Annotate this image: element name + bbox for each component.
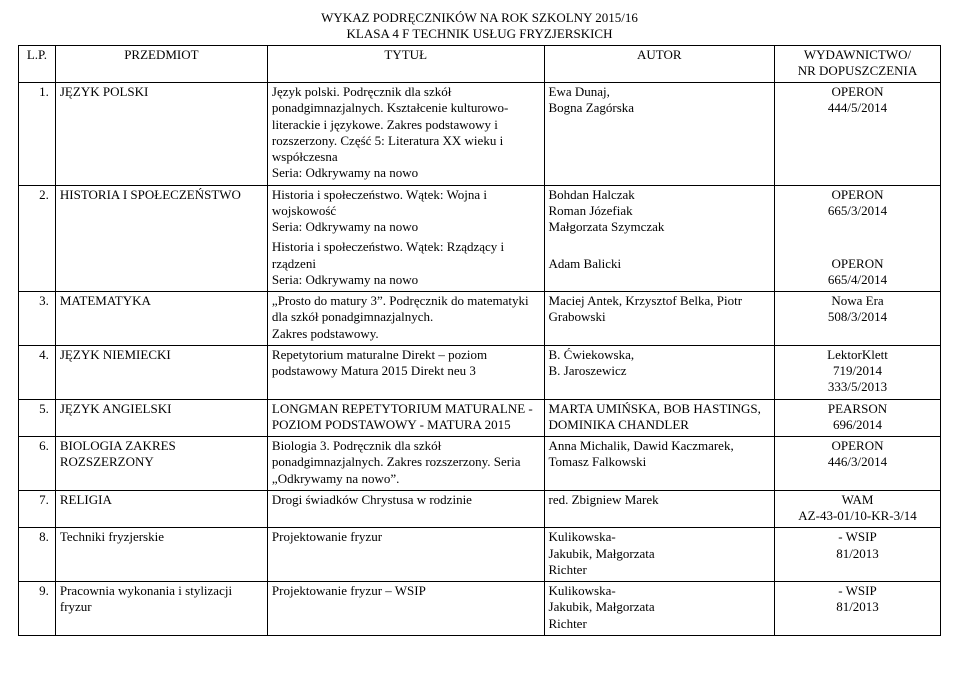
cell-author: MARTA UMIŃSKA, BOB HASTINGS, DOMINIKA CH…	[544, 399, 775, 437]
table-header-row: L.P. PRZEDMIOT TYTUŁ AUTOR WYDAWNICTWO/N…	[19, 45, 941, 83]
cell-subject: BIOLOGIA ZAKRES ROZSZERZONY	[55, 437, 267, 491]
cell-subject: Pracownia wykonania i stylizacji fryzur	[55, 582, 267, 636]
cell-publisher: OPERON665/3/2014	[775, 185, 941, 238]
table-row: Historia i społeczeństwo. Wątek: Rządząc…	[19, 238, 941, 291]
table-row: 6. BIOLOGIA ZAKRES ROZSZERZONY Biologia …	[19, 437, 941, 491]
cell-author: Kulikowska-Jakubik, MałgorzataRichter	[544, 582, 775, 636]
col-author: AUTOR	[544, 45, 775, 83]
cell-publisher: - WSIP81/2013	[775, 528, 941, 582]
cell-lp: 2.	[19, 185, 56, 238]
table-row: 1. JĘZYK POLSKI Język polski. Podręcznik…	[19, 83, 941, 186]
cell-subject: RELIGIA	[55, 490, 267, 528]
cell-author: Anna Michalik, Dawid Kaczmarek, Tomasz F…	[544, 437, 775, 491]
cell-lp: 6.	[19, 437, 56, 491]
cell-author: red. Zbigniew Marek	[544, 490, 775, 528]
cell-publisher: WAMAZ-43-01/10-KR-3/14	[775, 490, 941, 528]
table-row: 7. RELIGIA Drogi świadków Chrystusa w ro…	[19, 490, 941, 528]
cell-title: Repetytorium maturalne Direkt – poziom p…	[267, 345, 544, 399]
cell-lp: 8.	[19, 528, 56, 582]
cell-publisher: OPERON444/5/2014	[775, 83, 941, 186]
cell-title: Historia i społeczeństwo. Wątek: Rządząc…	[267, 238, 544, 291]
cell-publisher: - WSIP81/2013	[775, 582, 941, 636]
cell-publisher: OPERON446/3/2014	[775, 437, 941, 491]
table-row: 3. MATEMATYKA „Prosto do matury 3”. Podr…	[19, 292, 941, 346]
page-title-line-2: KLASA 4 F TECHNIK USŁUG FRYZJERSKICH	[18, 26, 941, 42]
cell-subject: HISTORIA I SPOŁECZEŃSTWO	[55, 185, 267, 238]
table-row: 4. JĘZYK NIEMIECKI Repetytorium maturaln…	[19, 345, 941, 399]
table-body: 1. JĘZYK POLSKI Język polski. Podręcznik…	[19, 83, 941, 636]
table-row: 9. Pracownia wykonania i stylizacji fryz…	[19, 582, 941, 636]
cell-publisher: LektorKlett719/2014333/5/2013	[775, 345, 941, 399]
textbook-table: L.P. PRZEDMIOT TYTUŁ AUTOR WYDAWNICTWO/N…	[18, 45, 941, 636]
cell-publisher: Nowa Era508/3/2014	[775, 292, 941, 346]
cell-title: Projektowanie fryzur	[267, 528, 544, 582]
cell-subject: Techniki fryzjerskie	[55, 528, 267, 582]
col-publisher: WYDAWNICTWO/NR DOPUSZCZENIA	[775, 45, 941, 83]
cell-author: Ewa Dunaj,Bogna Zagórska	[544, 83, 775, 186]
cell-lp: 7.	[19, 490, 56, 528]
cell-lp: 9.	[19, 582, 56, 636]
cell-subject: JĘZYK POLSKI	[55, 83, 267, 186]
cell-author: Maciej Antek, Krzysztof Belka, Piotr Gra…	[544, 292, 775, 346]
cell-publisher: OPERON665/4/2014	[775, 238, 941, 291]
table-row: 8. Techniki fryzjerskie Projektowanie fr…	[19, 528, 941, 582]
cell-subject: JĘZYK ANGIELSKI	[55, 399, 267, 437]
col-title: TYTUŁ	[267, 45, 544, 83]
cell-lp: 1.	[19, 83, 56, 186]
cell-publisher: PEARSON696/2014	[775, 399, 941, 437]
col-subject: PRZEDMIOT	[55, 45, 267, 83]
cell-lp: 3.	[19, 292, 56, 346]
cell-subject: JĘZYK NIEMIECKI	[55, 345, 267, 399]
cell-subject	[55, 238, 267, 291]
cell-title: Biologia 3. Podręcznik dla szkół ponadgi…	[267, 437, 544, 491]
table-row: 5. JĘZYK ANGIELSKI LONGMAN REPETYTORIUM …	[19, 399, 941, 437]
cell-author: Bohdan HalczakRoman JózefiakMałgorzata S…	[544, 185, 775, 238]
cell-subject: MATEMATYKA	[55, 292, 267, 346]
page-title-block: WYKAZ PODRĘCZNIKÓW NA ROK SZKOLNY 2015/1…	[18, 10, 941, 43]
page-title-line-1: WYKAZ PODRĘCZNIKÓW NA ROK SZKOLNY 2015/1…	[18, 10, 941, 26]
cell-lp: 5.	[19, 399, 56, 437]
cell-title: LONGMAN REPETYTORIUM MATURALNE - POZIOM …	[267, 399, 544, 437]
cell-lp: 4.	[19, 345, 56, 399]
cell-title: Historia i społeczeństwo. Wątek: Wojna i…	[267, 185, 544, 238]
col-lp: L.P.	[19, 45, 56, 83]
cell-author: Adam Balicki	[544, 238, 775, 291]
cell-title: Projektowanie fryzur – WSIP	[267, 582, 544, 636]
cell-author: B. Ćwiekowska,B. Jaroszewicz	[544, 345, 775, 399]
cell-lp	[19, 238, 56, 291]
cell-title: Drogi świadków Chrystusa w rodzinie	[267, 490, 544, 528]
table-row: 2. HISTORIA I SPOŁECZEŃSTWO Historia i s…	[19, 185, 941, 238]
cell-title: „Prosto do matury 3”. Podręcznik do mate…	[267, 292, 544, 346]
cell-author: Kulikowska-Jakubik, MałgorzataRichter	[544, 528, 775, 582]
cell-title: Język polski. Podręcznik dla szkół ponad…	[267, 83, 544, 186]
